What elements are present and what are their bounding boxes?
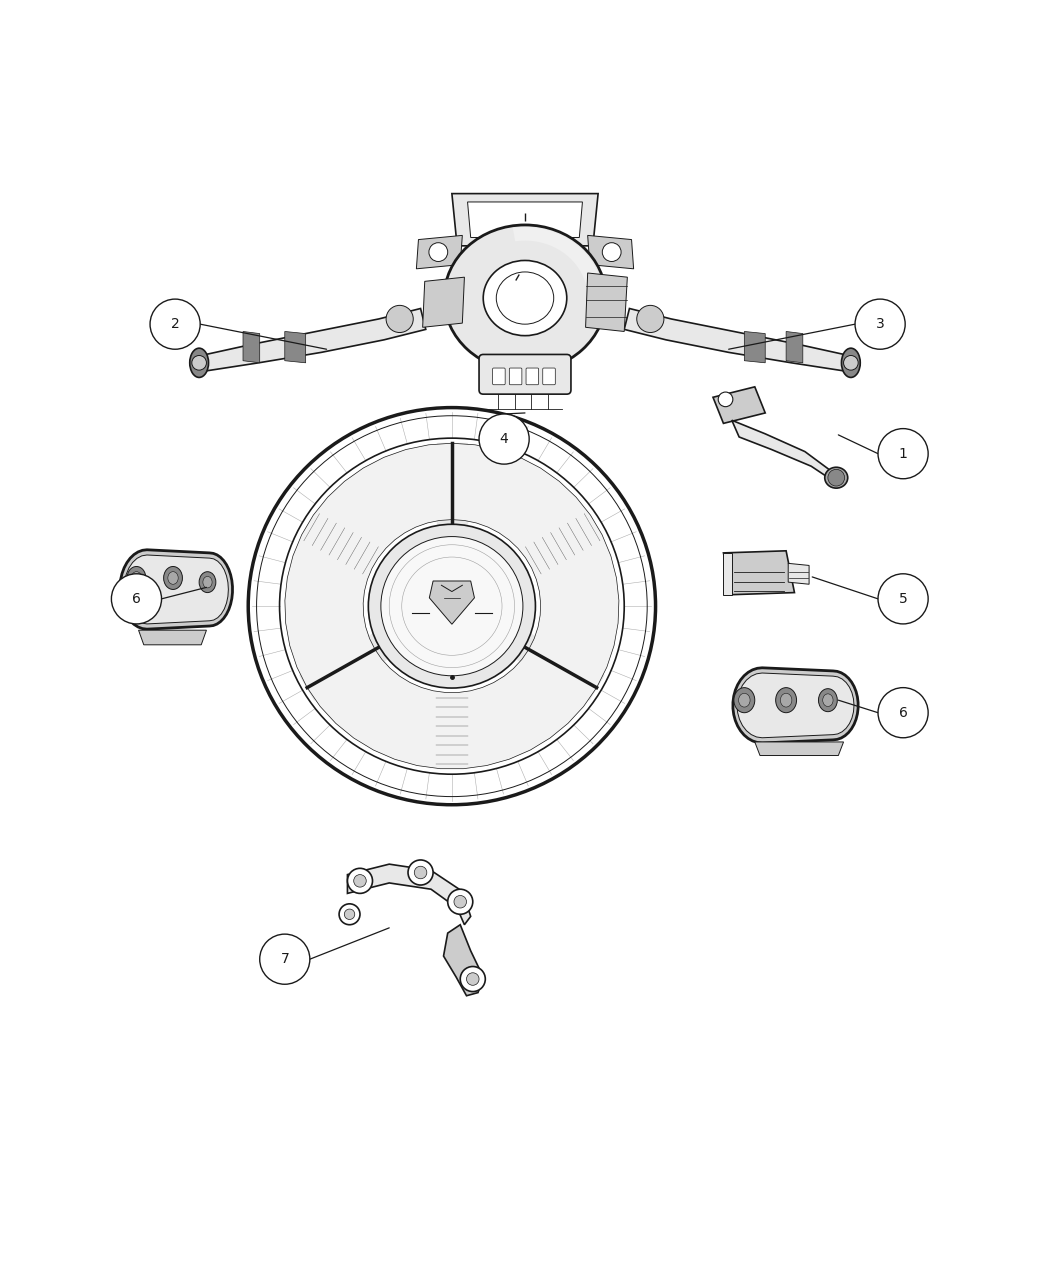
Ellipse shape [190, 348, 209, 377]
Ellipse shape [369, 524, 536, 688]
Circle shape [348, 868, 373, 894]
Polygon shape [624, 309, 848, 371]
Polygon shape [737, 673, 854, 738]
Polygon shape [723, 551, 795, 594]
Text: 1: 1 [899, 446, 907, 460]
Ellipse shape [203, 576, 212, 588]
Polygon shape [308, 649, 596, 769]
Polygon shape [517, 635, 604, 700]
Polygon shape [786, 332, 803, 363]
FancyBboxPatch shape [509, 368, 522, 385]
Circle shape [408, 859, 433, 885]
Text: 3: 3 [876, 317, 884, 332]
Polygon shape [723, 553, 732, 594]
Circle shape [447, 889, 473, 914]
Polygon shape [443, 924, 483, 996]
Circle shape [354, 875, 366, 887]
Polygon shape [452, 194, 598, 246]
Polygon shape [285, 444, 452, 687]
Ellipse shape [168, 571, 178, 584]
Circle shape [192, 356, 207, 370]
Circle shape [454, 895, 466, 908]
Ellipse shape [734, 687, 755, 713]
Ellipse shape [200, 571, 216, 593]
Text: 6: 6 [899, 705, 907, 719]
Polygon shape [732, 421, 836, 483]
Circle shape [344, 909, 355, 919]
Polygon shape [120, 550, 232, 629]
Text: 6: 6 [132, 592, 141, 606]
Polygon shape [713, 386, 765, 423]
Ellipse shape [127, 566, 146, 589]
Ellipse shape [776, 687, 797, 713]
Circle shape [878, 574, 928, 623]
Circle shape [603, 242, 622, 261]
Polygon shape [300, 635, 386, 700]
Polygon shape [243, 332, 259, 363]
Polygon shape [586, 273, 627, 332]
FancyBboxPatch shape [543, 368, 555, 385]
Circle shape [150, 300, 201, 349]
Ellipse shape [824, 467, 847, 488]
Circle shape [827, 469, 844, 486]
FancyBboxPatch shape [492, 368, 505, 385]
Polygon shape [423, 277, 464, 328]
Circle shape [636, 306, 664, 333]
Circle shape [466, 973, 479, 986]
Ellipse shape [131, 571, 142, 584]
Polygon shape [467, 201, 583, 237]
FancyBboxPatch shape [479, 354, 571, 394]
Circle shape [460, 966, 485, 992]
Circle shape [428, 242, 447, 261]
Ellipse shape [738, 694, 750, 708]
Circle shape [855, 300, 905, 349]
Circle shape [386, 306, 414, 333]
Polygon shape [202, 309, 426, 371]
Polygon shape [588, 236, 633, 269]
Polygon shape [789, 564, 810, 584]
FancyBboxPatch shape [526, 368, 539, 385]
Polygon shape [512, 227, 603, 289]
Circle shape [111, 574, 162, 623]
Text: 7: 7 [280, 952, 289, 966]
Text: 2: 2 [171, 317, 180, 332]
Ellipse shape [444, 224, 606, 371]
Polygon shape [124, 555, 229, 623]
Circle shape [415, 866, 426, 878]
Circle shape [259, 935, 310, 984]
Circle shape [878, 687, 928, 738]
Polygon shape [139, 630, 207, 645]
Ellipse shape [483, 260, 567, 335]
Polygon shape [285, 332, 306, 363]
Polygon shape [744, 332, 765, 363]
Ellipse shape [780, 694, 792, 708]
Circle shape [843, 356, 858, 370]
Text: 4: 4 [500, 432, 508, 446]
Ellipse shape [164, 566, 183, 589]
Polygon shape [755, 742, 843, 756]
Ellipse shape [381, 537, 523, 676]
Circle shape [479, 414, 529, 464]
Circle shape [878, 428, 928, 478]
Polygon shape [348, 864, 470, 924]
Circle shape [339, 904, 360, 924]
Polygon shape [429, 581, 475, 625]
Text: 5: 5 [899, 592, 907, 606]
Polygon shape [733, 668, 858, 743]
Polygon shape [417, 236, 462, 269]
Ellipse shape [823, 694, 833, 706]
Ellipse shape [819, 688, 837, 711]
Polygon shape [452, 444, 618, 687]
Polygon shape [437, 444, 466, 525]
Ellipse shape [841, 348, 860, 377]
Circle shape [718, 391, 733, 407]
